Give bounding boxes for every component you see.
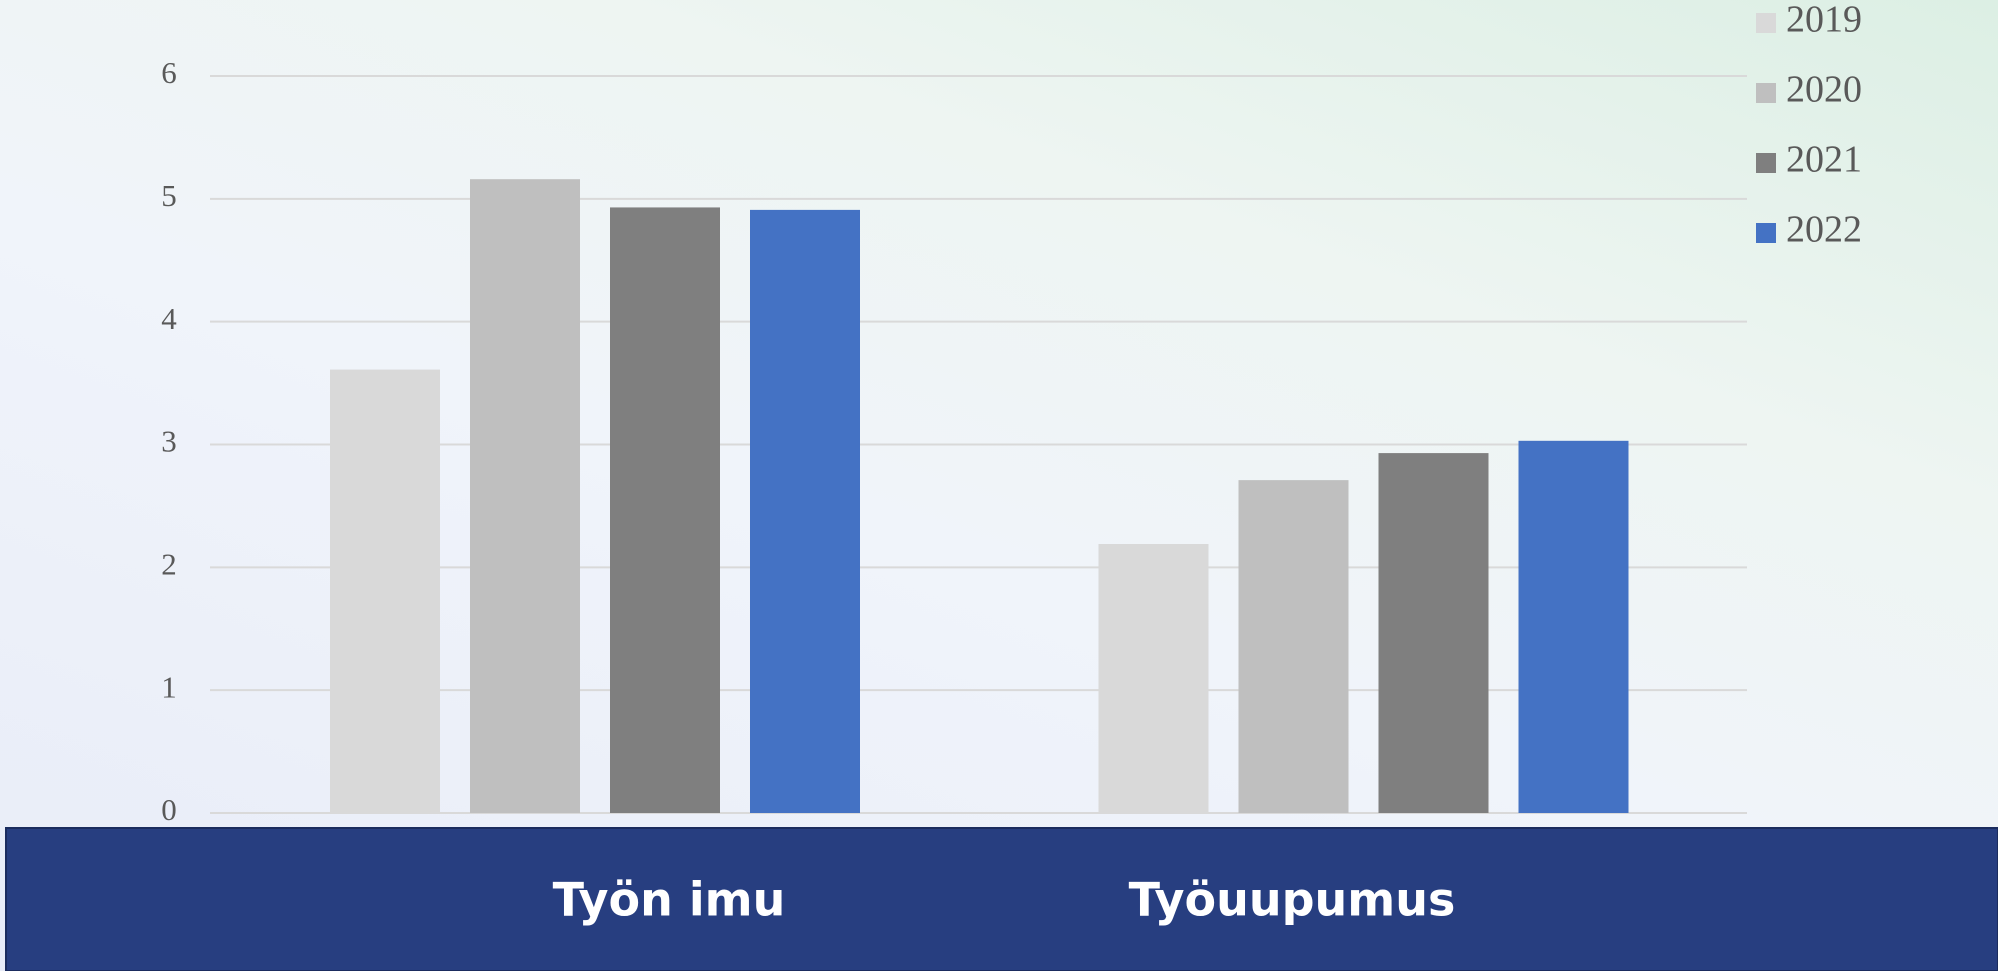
plot: 0 1 2 3 4 5 6 (161, 55, 1747, 827)
legend-label: 2019 (1786, 0, 1862, 41)
legend-label: 2022 (1786, 209, 1862, 251)
y-tick-label: 3 (161, 424, 177, 459)
legend-label: 2020 (1786, 69, 1862, 111)
legend-swatch (1756, 153, 1776, 173)
bar (470, 179, 580, 813)
legend-swatch (1756, 223, 1776, 243)
y-tick-label: 1 (161, 669, 177, 704)
y-tick-label: 6 (161, 55, 177, 90)
y-tick-label: 4 (161, 301, 177, 336)
y-tick-label: 2 (161, 546, 177, 581)
x-tick-label: Työuupumus (1129, 873, 1456, 927)
x-tick-label: Työn imu (553, 873, 786, 927)
legend-label: 2021 (1786, 139, 1862, 181)
legend-swatch (1756, 83, 1776, 103)
legend-swatch (1756, 13, 1776, 33)
bar (1378, 453, 1489, 813)
bar (330, 369, 440, 813)
y-tick-label: 5 (161, 178, 177, 213)
bar (1238, 480, 1349, 813)
category-banner (5, 827, 1998, 971)
bar (1518, 440, 1629, 813)
y-tick-label: 0 (161, 792, 177, 827)
bar (750, 209, 860, 814)
bar (610, 207, 720, 814)
bar (1098, 543, 1209, 813)
